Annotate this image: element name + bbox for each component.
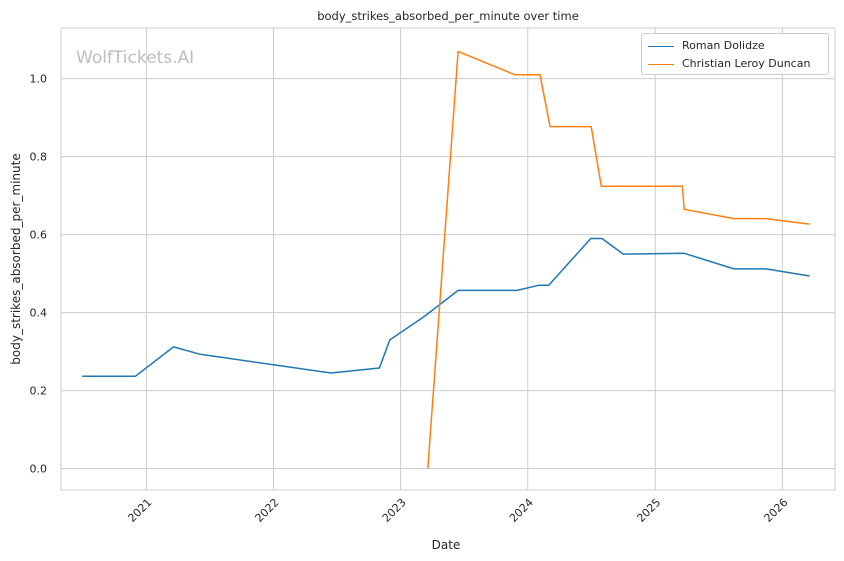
y-tick-label: 1.0 [30,73,48,86]
legend-item-roman-dolidze: Roman Dolidze [648,38,765,54]
legend-swatch-christian-leroy-duncan [648,63,674,65]
y-tick-label: 0.8 [30,151,48,164]
watermark: WolfTickets.AI [76,48,195,68]
y-axis-label: body_strikes_absorbed_per_minute [9,153,23,364]
grid-lines [61,28,835,490]
series-layer [82,50,810,469]
x-tick-label: 2022 [253,496,282,525]
legend-label: Christian Leroy Duncan [682,57,811,70]
x-tick-label: 2024 [507,496,536,525]
y-tick-label: 0.6 [30,229,48,242]
plot-frame [60,27,836,491]
tick-labels: 0.0 0.2 0.4 0.6 0.8 1.0 2021 2022 2023 2024 2025 20… [30,73,791,525]
x-axis-label: Date [432,538,461,552]
series-line-roman-dolidze [82,237,810,377]
legend-item-christian-leroy-duncan: Christian Leroy Duncan [648,56,810,72]
x-tick-label: 2021 [125,496,154,525]
x-tick-label: 2023 [380,496,409,525]
legend: Roman Dolidze Christian Leroy Duncan [641,33,829,75]
legend-swatch-roman-dolidze [648,45,674,47]
legend-label: Roman Dolidze [682,39,765,52]
chart-title: body_strikes_absorbed_per_minute over ti… [317,9,579,23]
y-tick-label: 0.0 [30,463,48,476]
series-line-christian-leroy-duncan [427,50,810,469]
x-tick-label: 2026 [762,496,791,525]
y-tick-label: 0.2 [30,385,48,398]
y-tick-label: 0.4 [30,307,48,320]
x-tick-label: 2025 [634,496,663,525]
